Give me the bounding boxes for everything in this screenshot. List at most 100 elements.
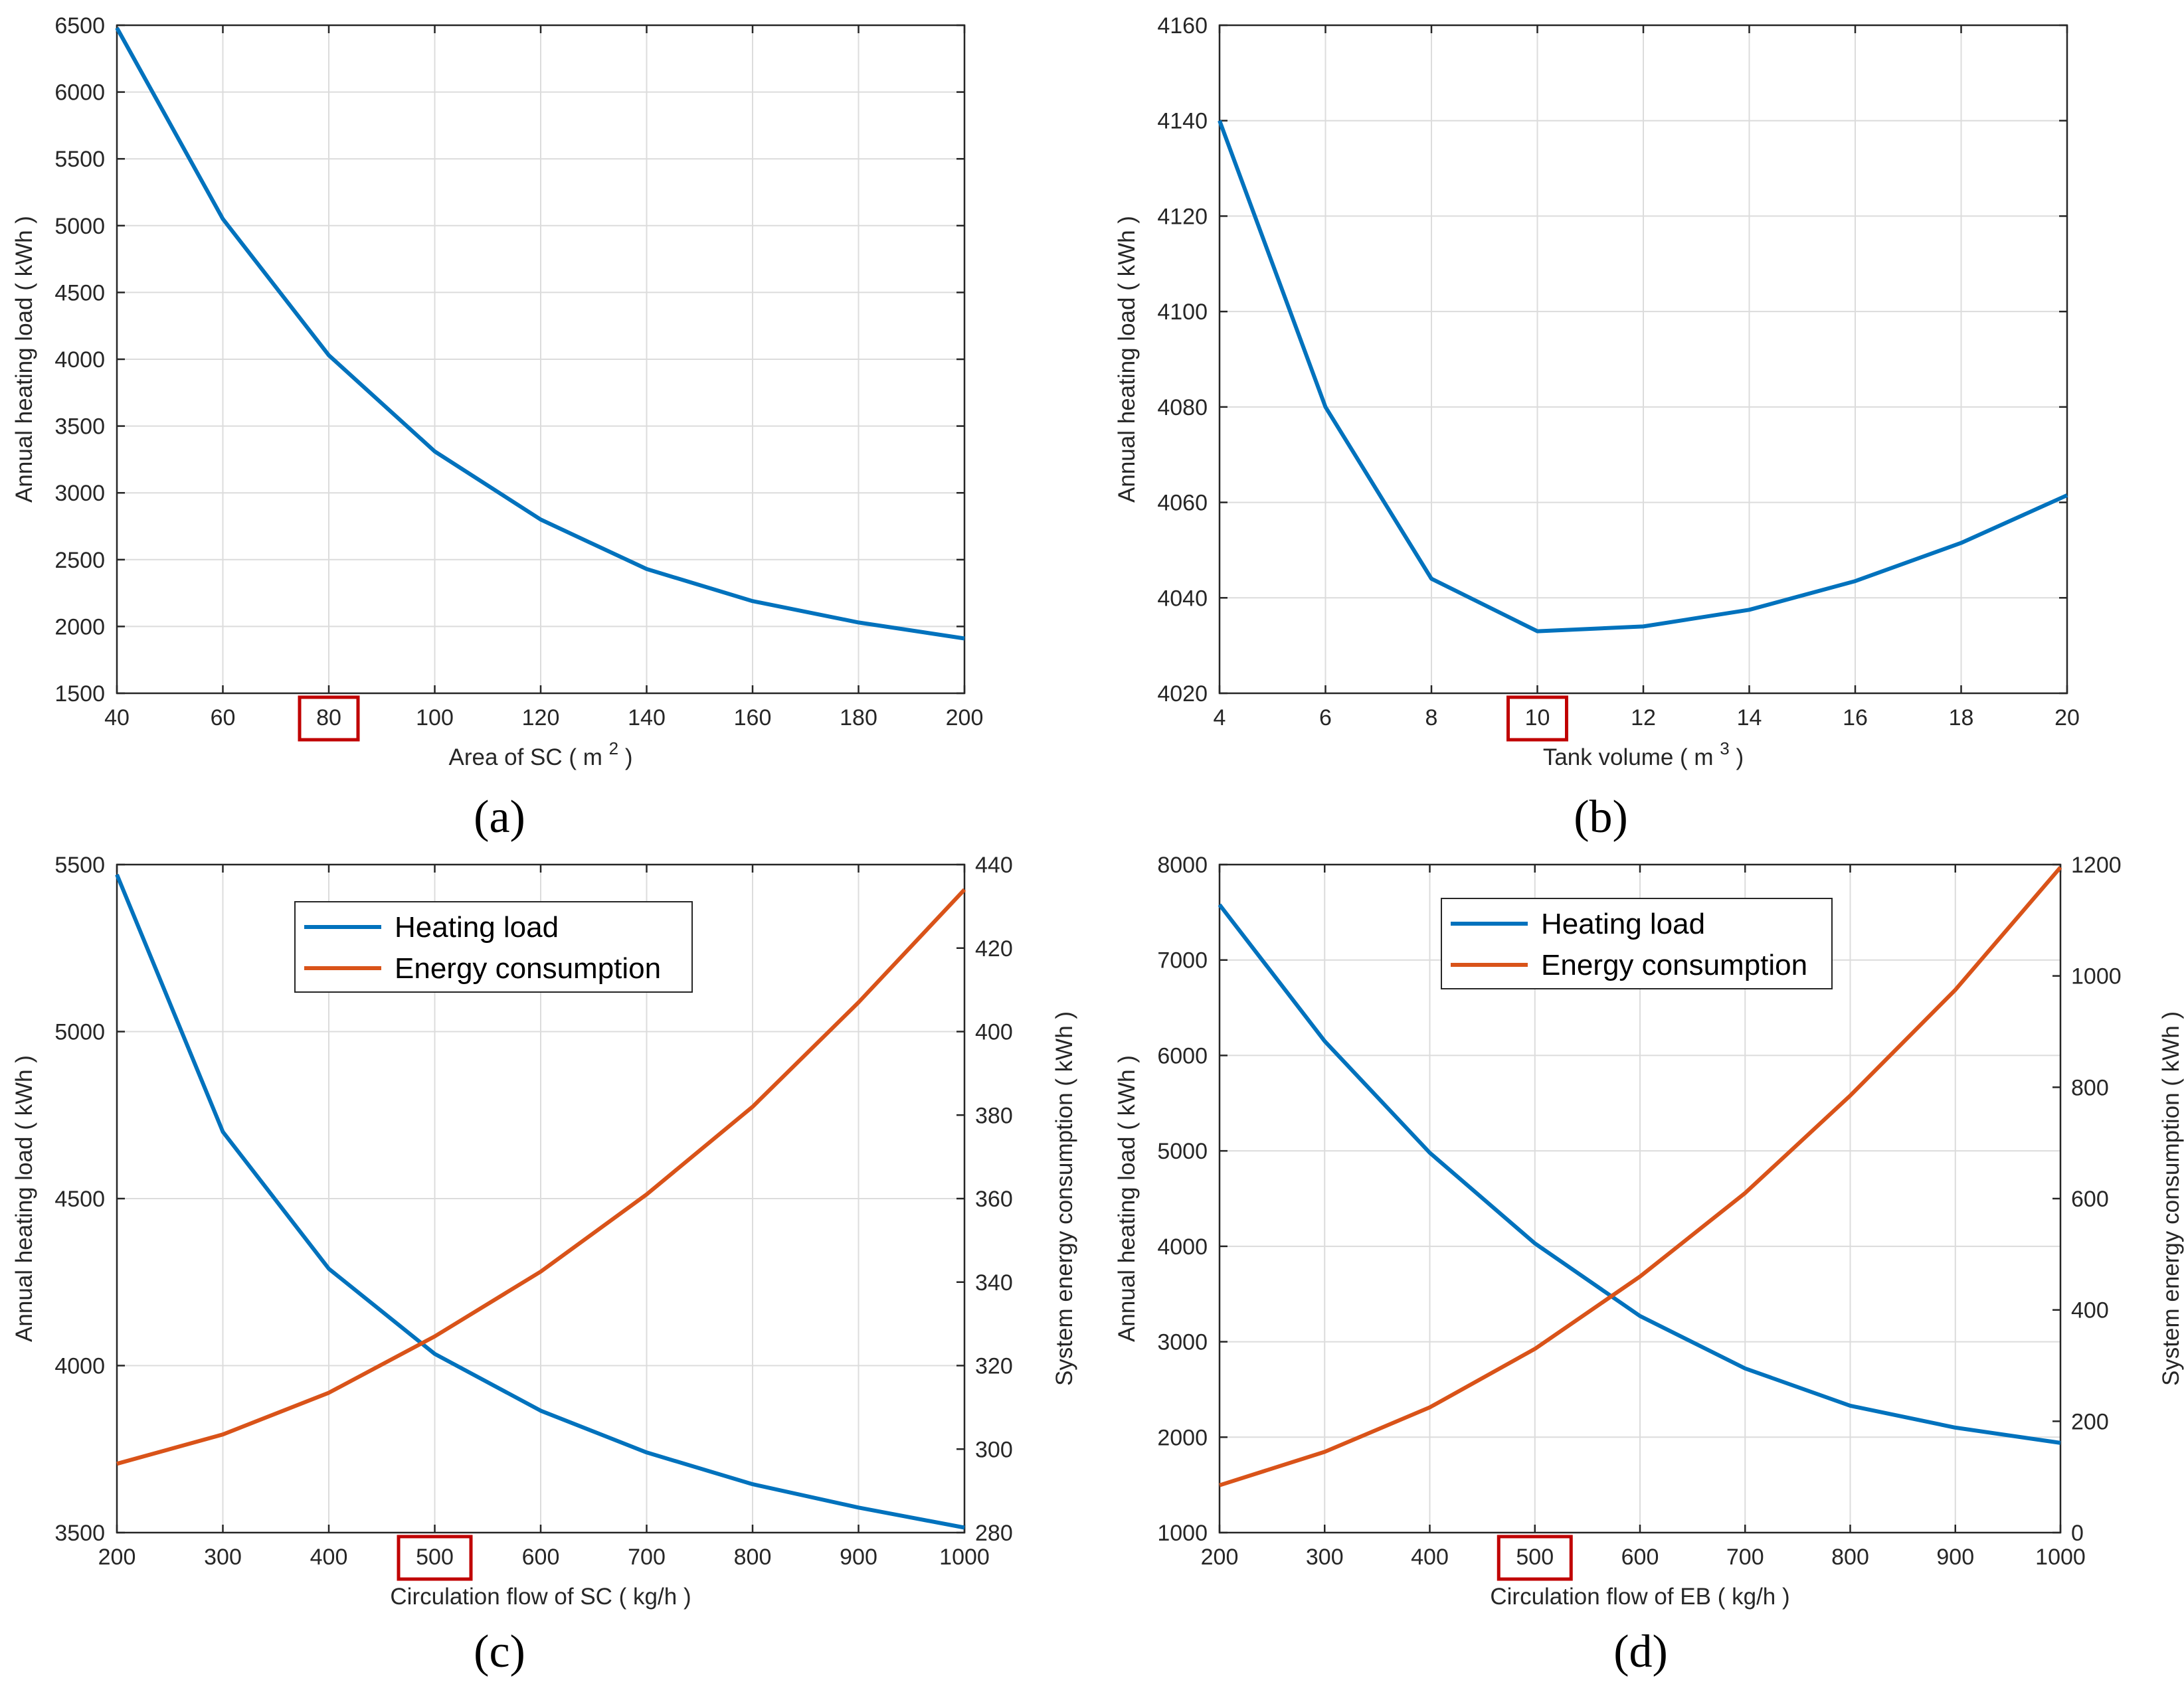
highlight-box <box>1497 1535 1573 1581</box>
series-line-annual-heating-load <box>115 27 965 641</box>
legend: Heating load Energy consumption <box>294 901 693 993</box>
legend-entry-label: Heating load <box>1541 908 1705 940</box>
legend-entry-label: Energy consumption <box>1541 949 1807 981</box>
panel-label: (c) <box>474 1626 525 1677</box>
y-tick-label: 4020 <box>1157 681 1208 707</box>
y-tick-label: 4500 <box>54 1187 105 1212</box>
x-tick-label: 60 <box>211 705 236 730</box>
panel-label: (d) <box>1613 1626 1668 1677</box>
y-tick-label: 3000 <box>54 481 105 506</box>
y-tick-label: 4000 <box>54 347 105 373</box>
x-tick-label: 8 <box>1425 705 1438 730</box>
y-right-tick-label: 420 <box>975 936 1013 962</box>
y-axis-label: Annual heating load ( kWh ) <box>11 1055 37 1342</box>
y-right-tick-label: 380 <box>975 1103 1013 1128</box>
series-line-energy-consumption <box>116 888 966 1466</box>
y-tick-label: 3500 <box>54 414 105 440</box>
y-right-axis-label: System energy consumption ( kWh ) <box>2158 1011 2184 1386</box>
x-tick-label: 500 <box>1516 1545 1554 1570</box>
series-line-energy-consumption <box>1219 866 2062 1487</box>
highlight-box <box>397 1535 473 1581</box>
x-tick-label: 200 <box>946 705 984 730</box>
chart-a: 40 60 80 100 120 140 160 180 200 1500 2000 2500 3000… <box>11 13 983 843</box>
x-tick-label: 400 <box>310 1545 348 1570</box>
y-tick-label: 1500 <box>54 681 105 707</box>
x-tick-label: 180 <box>840 705 877 730</box>
x-tick-label: 20 <box>2054 705 2080 730</box>
x-tick-label: 14 <box>1737 705 1762 730</box>
x-tick-label: 700 <box>1726 1545 1764 1570</box>
y-right-tick-label: 400 <box>2071 1298 2109 1323</box>
y-axis-label: Annual heating load ( kWh ) <box>1114 216 1140 503</box>
x-tick-label: 600 <box>1621 1545 1659 1570</box>
legend: Heating load Energy consumption <box>1441 898 1833 989</box>
y-right-tick-label: 400 <box>975 1020 1013 1045</box>
y-tick-label: 4160 <box>1157 13 1208 39</box>
legend-box <box>294 901 693 993</box>
y-right-tick-label: 200 <box>2071 1409 2109 1434</box>
y-tick-label: 4120 <box>1157 204 1208 229</box>
x-axis-label: Circulation flow of EB ( kg/h ) <box>1490 1584 1789 1610</box>
x-tick-label: 120 <box>522 705 560 730</box>
y-right-tick-label: 800 <box>2071 1075 2109 1100</box>
y-tick-label: 3000 <box>1157 1330 1208 1355</box>
y-right-tick-label: 340 <box>975 1270 1013 1296</box>
x-axis-label: Tank volume ( m 3 ) <box>1543 738 1744 770</box>
x-tick-label: 300 <box>1306 1545 1344 1570</box>
legend-entry-label: Heating load <box>395 911 559 944</box>
y-tick-label: 5000 <box>54 214 105 239</box>
y-tick-label: 3500 <box>54 1521 105 1546</box>
x-tick-label: 140 <box>628 705 666 730</box>
x-axis-label: Area of SC ( m 2 ) <box>448 738 632 770</box>
x-tick-label: 500 <box>416 1545 454 1570</box>
x-tick-label: 300 <box>204 1545 242 1570</box>
x-tick-label: 1000 <box>2035 1545 2086 1570</box>
y-right-tick-label: 0 <box>2071 1521 2084 1546</box>
y-tick-label: 4000 <box>54 1354 105 1379</box>
x-tick-label: 600 <box>522 1545 560 1570</box>
series-line-heating-load <box>1218 903 2061 1445</box>
y-tick-label: 7000 <box>1157 948 1208 973</box>
y-right-tick-label: 320 <box>975 1354 1013 1379</box>
x-tick-label: 80 <box>316 705 341 730</box>
y-right-tick-label: 1200 <box>2071 853 2122 878</box>
y-tick-label: 4040 <box>1157 586 1208 611</box>
x-tick-label: 400 <box>1411 1545 1449 1570</box>
x-tick-label: 800 <box>734 1545 772 1570</box>
x-tick-label: 4 <box>1214 705 1226 730</box>
y-tick-label: 5000 <box>1157 1139 1208 1164</box>
y-tick-label: 6000 <box>54 80 105 106</box>
y-right-tick-label: 280 <box>975 1521 1013 1546</box>
x-tick-label: 10 <box>1525 705 1550 730</box>
panel-label: (a) <box>474 792 525 843</box>
y-tick-label: 4500 <box>54 280 105 305</box>
legend-entry-label: Energy consumption <box>395 952 661 985</box>
chart-b: 4 6 8 10 12 14 16 18 20 4020 4040 4060 4080 4100 4120 4… <box>1114 13 2080 843</box>
y-tick-label: 6500 <box>54 13 105 39</box>
y-tick-label: 2000 <box>54 614 105 639</box>
y-tick-label: 4060 <box>1157 491 1208 516</box>
x-tick-label: 200 <box>1201 1545 1239 1570</box>
x-tick-label: 6 <box>1319 705 1332 730</box>
x-tick-label: 12 <box>1631 705 1656 730</box>
chart-d: 200 300 400 500 600 700 800 900 1000100020003000… <box>1114 853 2184 1677</box>
panel-label: (b) <box>1574 792 1628 843</box>
y-tick-label: 5500 <box>54 147 105 172</box>
y-tick-label: 4080 <box>1157 395 1208 420</box>
x-tick-label: 800 <box>1831 1545 1869 1570</box>
y-tick-label: 8000 <box>1157 853 1208 878</box>
x-tick-label: 1000 <box>939 1545 990 1570</box>
y-right-tick-label: 440 <box>975 853 1013 878</box>
highlight-box <box>298 695 360 742</box>
y-tick-label: 4000 <box>1157 1234 1208 1260</box>
y-axis-label: Annual heating load ( kWh ) <box>1114 1055 1140 1342</box>
y-tick-label: 2500 <box>54 548 105 573</box>
y-right-tick-label: 600 <box>2071 1187 2109 1212</box>
x-tick-label: 16 <box>1843 705 1868 730</box>
x-tick-label: 700 <box>628 1545 666 1570</box>
x-tick-label: 200 <box>98 1545 136 1570</box>
y-tick-label: 2000 <box>1157 1425 1208 1450</box>
y-tick-label: 5000 <box>54 1020 105 1045</box>
y-tick-label: 1000 <box>1157 1521 1208 1546</box>
y-right-tick-label: 300 <box>975 1437 1013 1462</box>
